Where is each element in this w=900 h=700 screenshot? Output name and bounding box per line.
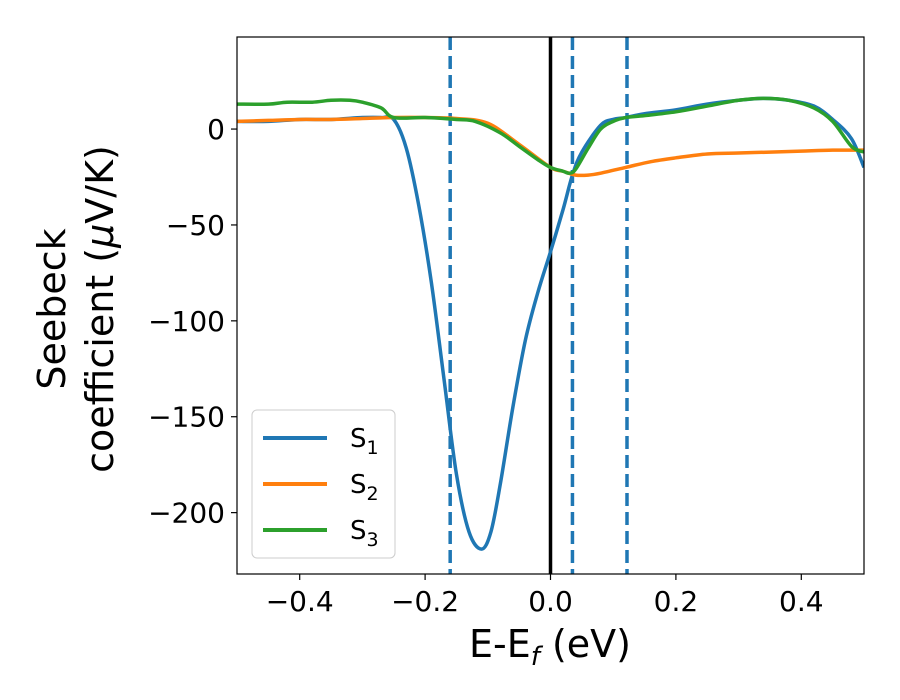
reference-lines	[448, 37, 629, 574]
series-line-3	[237, 96, 864, 175]
y-axis-ticks: 0 −50 −100 −150 −200	[148, 113, 237, 530]
legend-label-2: S2	[350, 470, 379, 505]
x-tick-label: 0.0	[528, 585, 573, 618]
y-tick-label: −100	[148, 305, 225, 338]
x-axis-ticks: −0.4 −0.2 0.0 0.2 0.4	[266, 574, 824, 618]
y-axis-label: Seebeck coefficient (μV/K)	[30, 145, 122, 473]
legend: S1 S2 S3	[251, 409, 396, 559]
x-axis-label: E-Ef (eV)	[469, 622, 631, 672]
y-axis-label-line1: Seebeck	[30, 228, 74, 389]
x-tick-label: −0.2	[391, 585, 459, 618]
series-lines	[237, 96, 864, 551]
y-tick-label: −150	[148, 401, 225, 434]
y-tick-label: 0	[207, 113, 225, 146]
x-tick-label: 0.4	[779, 585, 824, 618]
y-tick-label: −200	[148, 497, 225, 530]
legend-label-1: S1	[350, 424, 379, 459]
x-tick-label: −0.4	[266, 585, 334, 618]
y-tick-label: −50	[166, 209, 225, 242]
legend-label-3: S3	[350, 516, 379, 551]
x-tick-label: 0.2	[654, 585, 699, 618]
y-axis-label-line2: coefficient (μV/K)	[78, 145, 122, 473]
